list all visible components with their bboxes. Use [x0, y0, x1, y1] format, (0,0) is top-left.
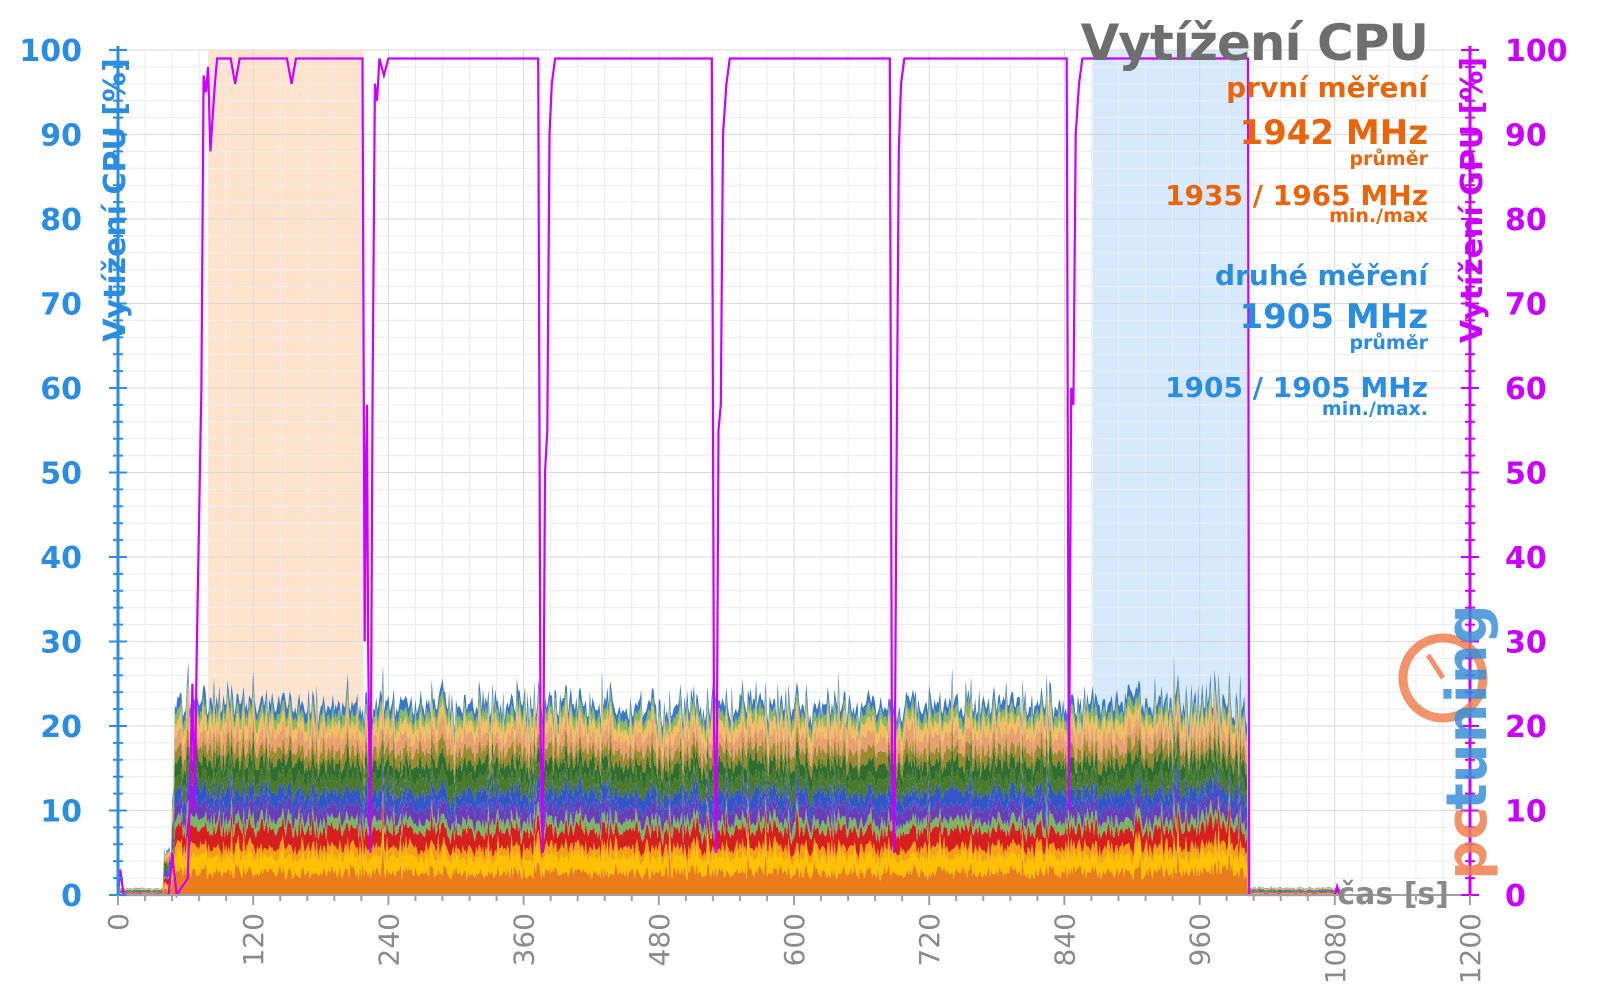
- axes: [109, 46, 1479, 905]
- y-right-tick-label: 60: [1505, 372, 1547, 407]
- cpu-core-layer-14: [118, 655, 1341, 890]
- x-tick-label: 1200: [1454, 913, 1487, 984]
- cpu-core-layer-13: [118, 662, 1341, 890]
- cpu-core-layer-2: [118, 822, 1341, 895]
- logo-text-pc: pc: [1435, 807, 1500, 880]
- x-tick-label: 120: [237, 913, 270, 966]
- x-tick-label: 1080: [1319, 913, 1352, 984]
- x-tick-label: 720: [913, 913, 946, 966]
- y-left-tick-label: 80: [40, 203, 82, 238]
- second-measurement-minmax-label: min./max.: [1321, 398, 1428, 420]
- gpu-load-line: [116, 57, 1341, 899]
- x-tick-label: 480: [643, 913, 676, 966]
- y-left-tick-label: 0: [61, 879, 82, 914]
- logo-text-tuning: tuning: [1435, 604, 1500, 810]
- x-tick-label: 960: [1184, 913, 1217, 966]
- y-right-tick-label: 10: [1505, 795, 1547, 830]
- y-left-tick-label: 70: [40, 288, 82, 323]
- x-tick-label: 0: [102, 913, 135, 931]
- first-measurement-label: první měření: [1226, 71, 1428, 104]
- cpu-core-layer-10: [118, 711, 1341, 892]
- x-axis-label: čas [s]: [1337, 877, 1449, 912]
- x-tick-label: 600: [778, 913, 811, 966]
- y-right-tick-label: 0: [1505, 879, 1526, 914]
- y-left-tick-label: 100: [19, 34, 82, 69]
- cpu-core-layer-3: [118, 814, 1341, 895]
- x-tick-label: 240: [372, 913, 405, 966]
- second-measurement-minmax: 1905 / 1905 MHz: [1165, 371, 1428, 404]
- y-right-tick-label: 70: [1505, 288, 1547, 323]
- y-right-tick-label: 30: [1505, 626, 1547, 661]
- y-axis-right-label: Vytížení GPU [%]: [1455, 57, 1490, 343]
- y-left-tick-label: 10: [40, 795, 82, 830]
- x-tick-label: 360: [508, 913, 541, 966]
- first-measurement-avg-label: průměr: [1349, 148, 1428, 170]
- cpu-load-stack: [118, 655, 1341, 895]
- cpu-core-layer-4: [118, 797, 1341, 894]
- x-tick-label: 840: [1048, 913, 1081, 966]
- y-left-tick-label: 50: [40, 457, 82, 492]
- second-measurement-label: druhé měření: [1215, 259, 1428, 292]
- y-left-tick-label: 30: [40, 626, 82, 661]
- cpu-core-layer-6: [118, 774, 1341, 893]
- pctuning-logo: pc tuning: [1398, 604, 1500, 880]
- y-left-tick-label: 90: [40, 119, 82, 154]
- tick-labels: 0 0 10 10 20 20 30 30 40 40 50 50 60 60 70 70 80 80 90 90 10…: [19, 34, 1567, 984]
- y-left-tick-label: 40: [40, 541, 82, 576]
- first-measurement-minmax: 1935 / 1965 MHz: [1165, 179, 1428, 212]
- cpu-core-layer-1: [118, 840, 1341, 895]
- y-right-tick-label: 80: [1505, 203, 1547, 238]
- gpu-load-series: [116, 57, 1341, 899]
- y-axis-left-label: Vytížení CPU [%]: [98, 58, 133, 342]
- y-right-tick-label: 40: [1505, 541, 1547, 576]
- chart-title: Vytížení CPU: [1080, 14, 1429, 72]
- y-right-tick-label: 90: [1505, 119, 1547, 154]
- y-left-tick-label: 60: [40, 372, 82, 407]
- y-left-tick-label: 20: [40, 710, 82, 745]
- first-measurement-minmax-label: min./max: [1329, 205, 1428, 227]
- y-right-tick-label: 100: [1505, 34, 1568, 69]
- y-right-tick-label: 20: [1505, 710, 1547, 745]
- second-measurement-avg: 1905 MHz: [1239, 297, 1428, 337]
- y-right-tick-label: 50: [1505, 457, 1547, 492]
- second-measurement-avg-label: průměr: [1349, 332, 1428, 354]
- first-measurement-avg: 1942 MHz: [1239, 113, 1428, 153]
